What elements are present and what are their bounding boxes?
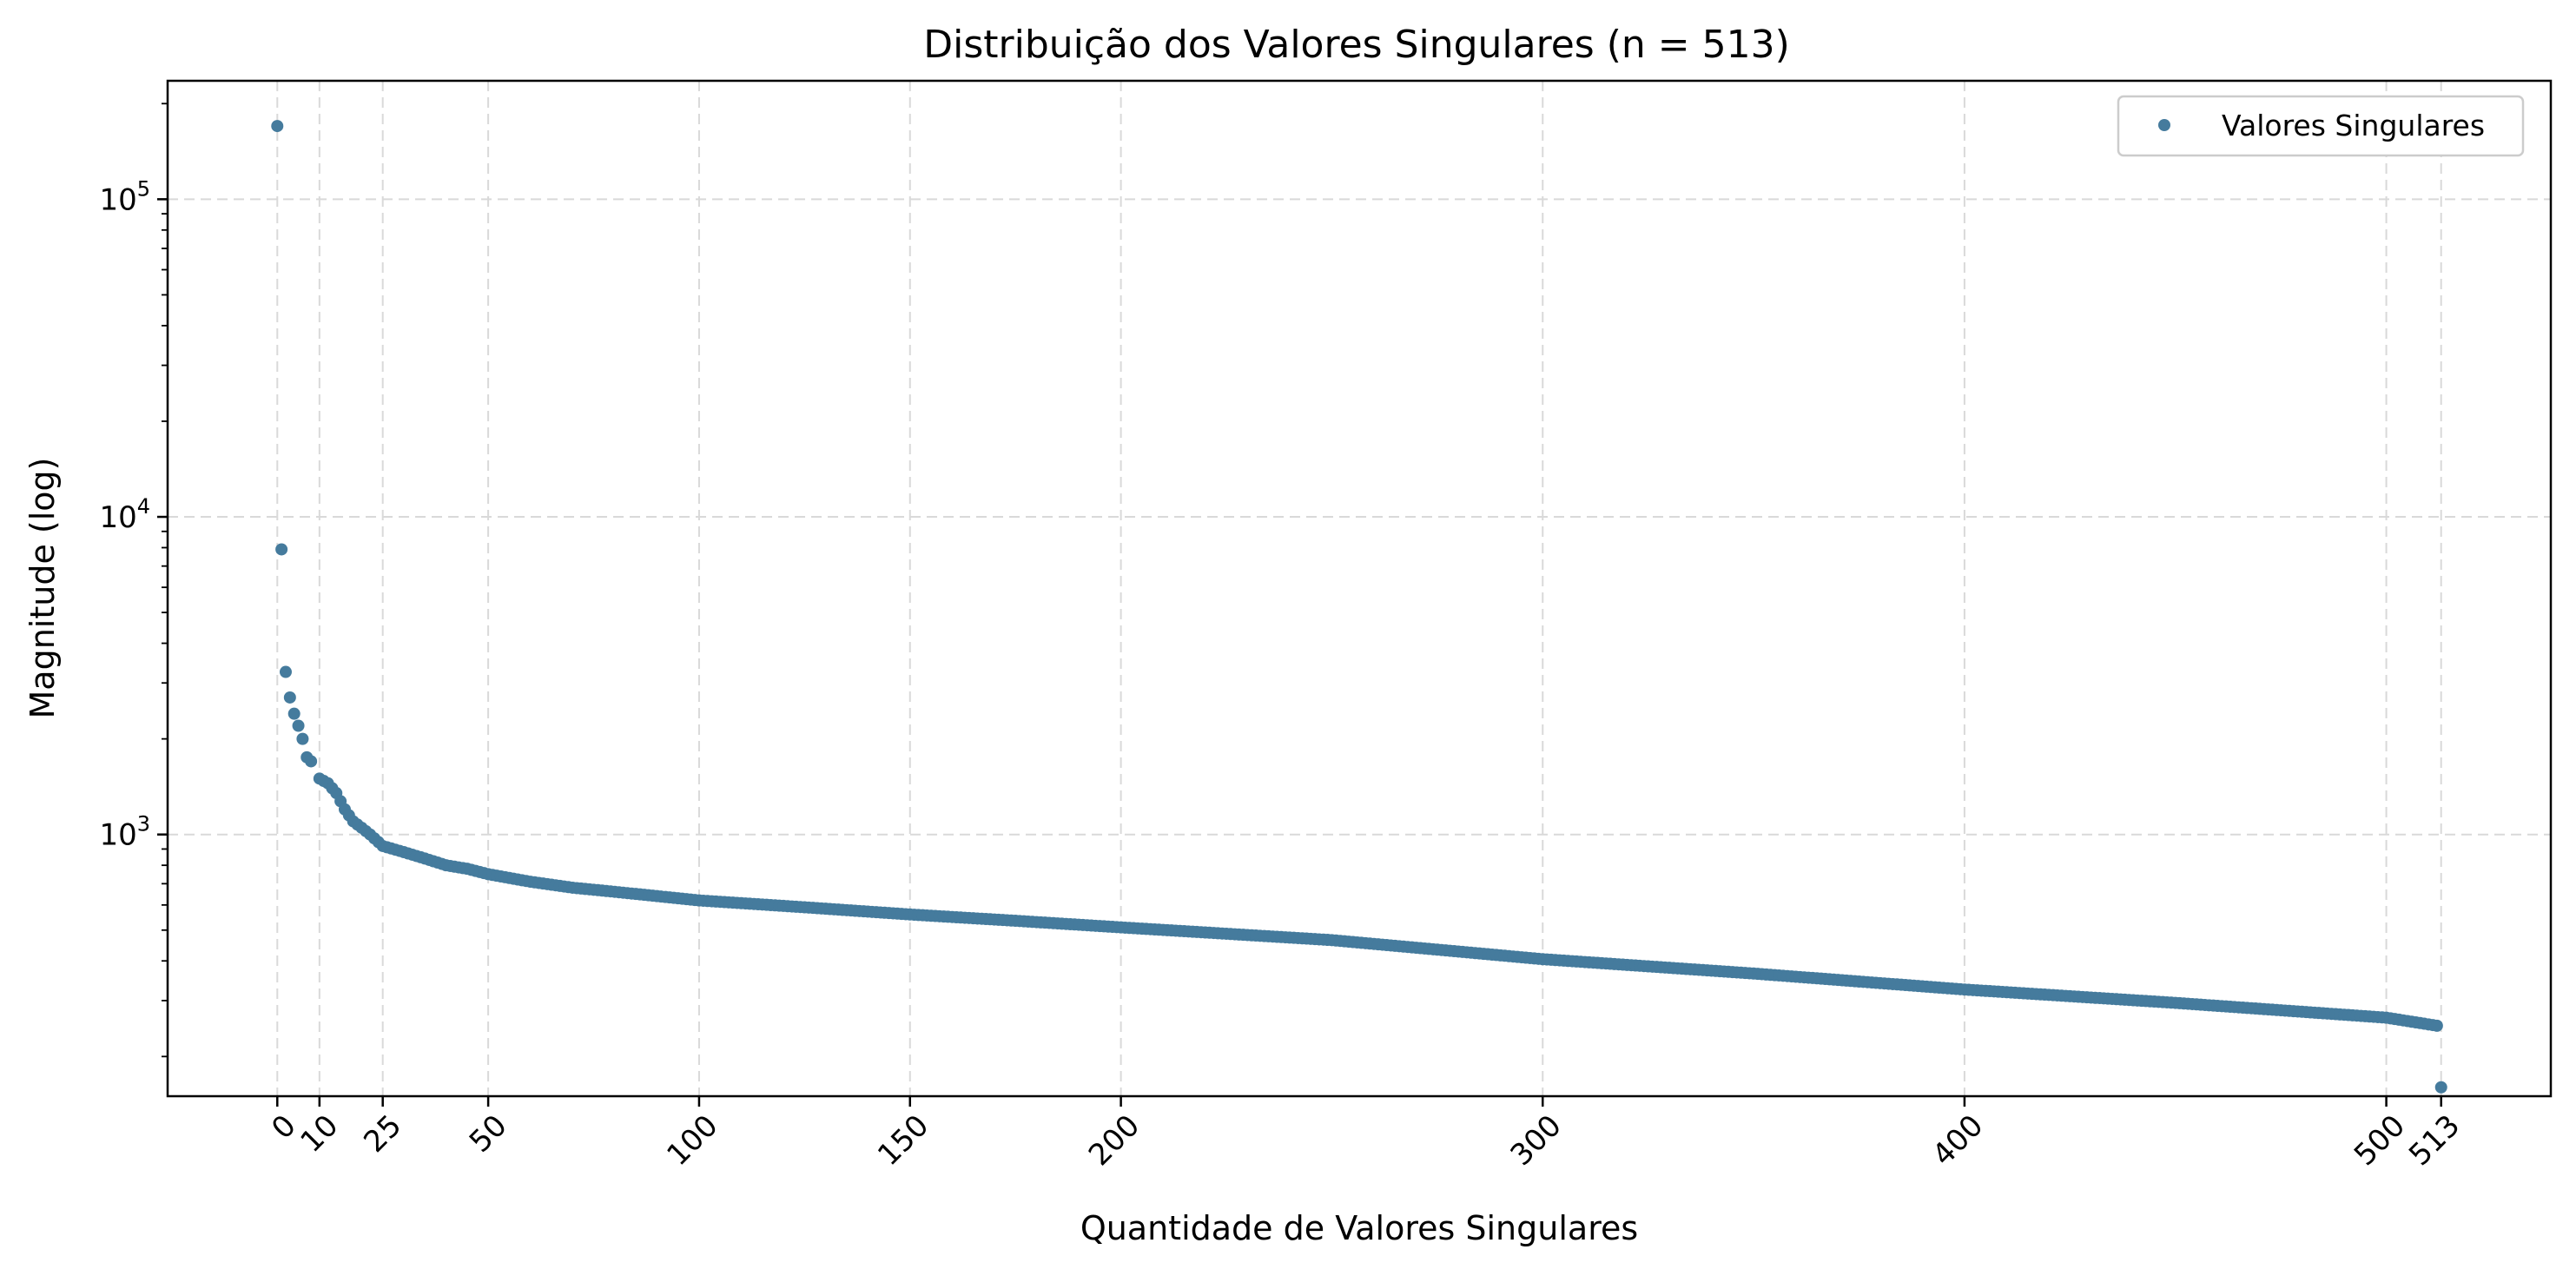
- legend-label: Valores Singulares: [2222, 109, 2485, 142]
- data-point: [305, 755, 318, 768]
- y-tick-label: 104: [99, 494, 150, 535]
- y-tick-base: 10: [99, 818, 136, 853]
- y-tick-exponent: 5: [137, 176, 150, 201]
- x-axis-label: Quantidade de Valores Singulares: [1080, 1209, 1638, 1247]
- y-tick-base: 10: [99, 182, 136, 217]
- data-point: [2434, 1081, 2447, 1094]
- chart-title: Distribuição dos Valores Singulares (n =…: [923, 23, 1790, 67]
- data-point: [2430, 1019, 2443, 1032]
- data-point: [287, 707, 301, 720]
- legend: Valores Singulares: [2117, 95, 2525, 157]
- data-point: [271, 120, 284, 133]
- data-point: [296, 732, 309, 745]
- data-point: [292, 719, 305, 732]
- y-tick-base: 10: [99, 500, 136, 535]
- legend-box: [2117, 95, 2525, 157]
- y-tick-exponent: 4: [137, 494, 150, 519]
- y-tick-exponent: 3: [137, 812, 150, 836]
- data-points: [271, 120, 2447, 1094]
- data-point: [279, 665, 292, 678]
- data-point: [283, 691, 296, 704]
- y-tick-label: 103: [99, 812, 150, 853]
- legend-marker: [2158, 119, 2170, 131]
- data-point: [275, 543, 288, 556]
- y-axis-label: Magnitude (log): [23, 458, 62, 719]
- y-tick-label: 105: [99, 176, 150, 217]
- plot-frame: [166, 79, 2553, 1098]
